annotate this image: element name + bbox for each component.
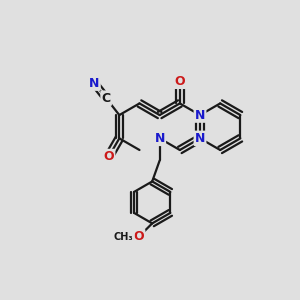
Text: O: O — [103, 150, 114, 163]
Text: O: O — [134, 230, 144, 243]
Text: N: N — [89, 76, 100, 90]
Text: N: N — [154, 132, 165, 145]
Text: O: O — [175, 75, 185, 88]
Text: C: C — [102, 92, 111, 105]
Text: CH₃: CH₃ — [114, 232, 134, 242]
Text: N: N — [195, 109, 205, 122]
Text: N: N — [195, 132, 205, 145]
